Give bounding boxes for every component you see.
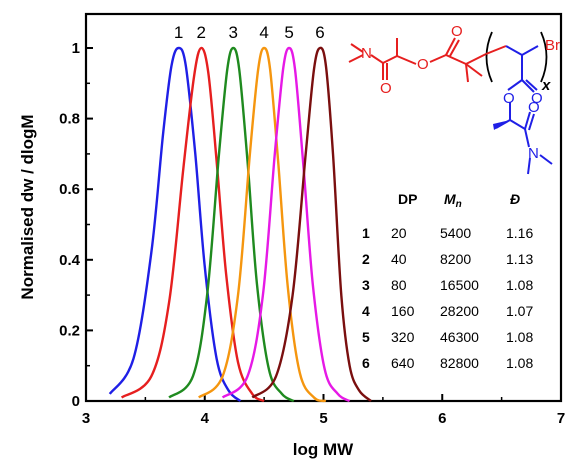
table-row-id: 1 — [362, 225, 370, 241]
atom-o-blue-2: O — [531, 90, 543, 107]
stereo-wedge — [493, 120, 510, 130]
table-header-dp: DP — [398, 191, 417, 207]
series-layer — [108, 46, 372, 403]
table-cell-dp: 640 — [391, 355, 415, 371]
table-cell-mn: 8200 — [440, 251, 471, 267]
series-line-1 — [108, 46, 242, 402]
atom-o-blue-1: O — [503, 90, 515, 107]
table-cell-dispersity: 1.07 — [506, 303, 533, 319]
table-cell-mn: 5400 — [440, 225, 471, 241]
table-header-mn-main: M — [444, 191, 456, 207]
x-tick-label: 7 — [557, 410, 565, 427]
peak-label-4: 4 — [259, 23, 268, 42]
x-tick-label: 4 — [201, 410, 210, 427]
peak-label-2: 2 — [196, 23, 205, 42]
table-row-id: 2 — [362, 251, 370, 267]
table-rows: 1 20 5400 1.16 2 40 8200 1.13 3 80 16500 1.08 4 160 28… — [362, 225, 533, 371]
table-row-id: 3 — [362, 277, 370, 293]
series-line-6 — [251, 46, 372, 402]
peak-label-3: 3 — [229, 23, 238, 42]
atom-n-blue: N — [528, 145, 539, 162]
table-cell-mn: 16500 — [440, 277, 479, 293]
table-cell-mn: 82800 — [440, 355, 479, 371]
table-header-mn: Mn — [444, 191, 462, 210]
y-axis-ticks: 0 0.2 0.4 0.6 0.8 1 — [59, 40, 93, 410]
x-tick-label: 6 — [438, 410, 446, 427]
y-tick-label: 1 — [72, 40, 80, 57]
atom-br: Br — [545, 37, 560, 54]
atom-o-red-3: O — [451, 23, 463, 40]
atom-o-blue-3: O — [528, 99, 540, 116]
repeat-subscript: x — [541, 77, 551, 94]
table-row-id: 5 — [362, 329, 370, 345]
series-line-4 — [197, 46, 327, 403]
x-axis-ticks: 3 4 5 6 7 — [82, 394, 565, 427]
table-header-mn-sub: n — [456, 199, 462, 210]
table-cell-dp: 80 — [391, 277, 407, 293]
y-tick-label: 0 — [72, 393, 80, 410]
table-cell-dispersity: 1.13 — [506, 251, 533, 267]
table-cell-mn: 46300 — [440, 329, 479, 345]
table-row-id: 4 — [362, 303, 370, 319]
table-cell-dispersity: 1.16 — [506, 225, 533, 241]
table-cell-dispersity: 1.08 — [506, 329, 533, 345]
series-line-2 — [120, 46, 265, 403]
peak-label-1: 1 — [174, 23, 183, 42]
table-cell-mn: 28200 — [440, 303, 479, 319]
table-cell-dp: 40 — [391, 251, 407, 267]
table-cell-dp: 20 — [391, 225, 407, 241]
atom-o-red-2: O — [417, 56, 429, 73]
polymer-structure: N O O O Br x O — [348, 23, 560, 175]
atom-o-red-1: O — [380, 80, 392, 97]
table-header-dispersity: Đ — [510, 191, 520, 207]
table-cell-dp: 320 — [391, 329, 415, 345]
atom-n-red: N — [361, 45, 372, 62]
y-tick-label: 0.6 — [59, 181, 80, 198]
y-tick-label: 0.8 — [59, 111, 80, 128]
y-tick-label: 0.4 — [59, 252, 81, 269]
x-axis-title: log MW — [293, 440, 354, 459]
table-row-id: 6 — [362, 355, 370, 371]
table-cell-dispersity: 1.08 — [506, 277, 533, 293]
series-line-3 — [168, 46, 295, 403]
x-tick-label: 3 — [82, 410, 90, 427]
series-line-5 — [221, 46, 351, 403]
table-cell-dp: 160 — [391, 303, 415, 319]
y-axis-title: Normalised dw / dlogM — [18, 114, 37, 299]
x-tick-label: 5 — [319, 410, 327, 427]
table-cell-dispersity: 1.08 — [506, 355, 533, 371]
y-tick-label: 0.2 — [59, 322, 80, 339]
peak-label-5: 5 — [284, 23, 293, 42]
data-table: DP Mn Đ 1 20 5400 1.16 2 40 8200 1.13 3 80 16500 1.… — [362, 191, 533, 371]
peak-label-6: 6 — [315, 23, 324, 42]
